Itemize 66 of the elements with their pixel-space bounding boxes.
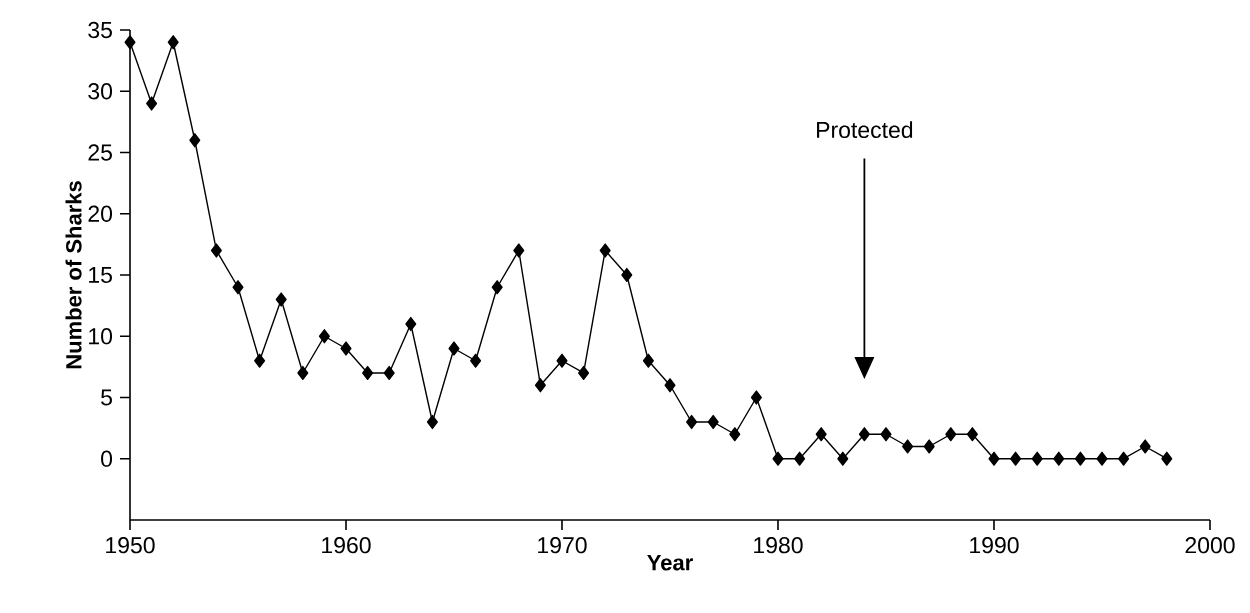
point	[362, 365, 374, 381]
y-tick-label: 20	[88, 205, 113, 222]
point	[470, 353, 482, 368]
point	[167, 35, 179, 50]
point	[513, 243, 525, 258]
point	[945, 427, 957, 442]
point	[405, 316, 417, 332]
point	[275, 292, 287, 307]
point	[578, 365, 590, 381]
x-tick-label: 1970	[538, 537, 587, 554]
x-tick-label: 2000	[1185, 537, 1235, 554]
point	[232, 280, 244, 295]
point	[858, 427, 870, 442]
point	[772, 451, 784, 466]
point	[124, 35, 136, 50]
point	[1118, 451, 1130, 466]
point	[815, 427, 827, 442]
point	[340, 341, 352, 356]
point	[1053, 451, 1065, 466]
y-axis-title: Number of Sharks	[65, 181, 82, 369]
point	[297, 365, 309, 381]
point	[1010, 451, 1022, 466]
point	[599, 243, 611, 258]
y-tick-label: 5	[101, 389, 112, 406]
point	[1031, 451, 1043, 466]
x-tick-label: 1990	[970, 537, 1019, 554]
point	[837, 451, 849, 466]
point	[491, 280, 503, 295]
point	[642, 353, 654, 368]
point	[1161, 451, 1173, 466]
y-tick-label: 25	[88, 144, 112, 161]
point	[318, 329, 330, 344]
point	[383, 365, 395, 381]
y-tick-label: 0	[101, 450, 113, 467]
point	[146, 96, 158, 111]
point	[750, 390, 762, 405]
y-tick-label: 30	[88, 83, 113, 100]
point	[448, 341, 460, 356]
point	[1139, 439, 1151, 454]
point	[729, 427, 741, 442]
point	[621, 267, 633, 283]
y-tick-label: 10	[89, 328, 113, 345]
annotation: Protected	[817, 121, 913, 139]
point	[254, 353, 266, 368]
point	[988, 451, 1000, 466]
point	[794, 451, 806, 466]
x-tick-label: 1980	[754, 537, 803, 554]
x-tick-label: 1960	[322, 537, 371, 554]
point	[707, 414, 719, 430]
point	[880, 427, 892, 442]
point	[534, 378, 546, 393]
point	[923, 439, 935, 454]
point	[1096, 451, 1108, 466]
point	[1074, 451, 1086, 466]
point	[902, 439, 914, 454]
point	[686, 414, 698, 430]
x-tick-label: 1950	[106, 537, 155, 554]
point	[189, 133, 201, 148]
point	[426, 414, 438, 430]
point	[210, 243, 222, 258]
point	[664, 378, 676, 393]
point	[966, 427, 978, 442]
y-tick-label: 35	[88, 21, 112, 39]
x-axis-title: Year	[647, 555, 693, 571]
point	[556, 353, 568, 368]
y-tick-label: 15	[89, 266, 112, 284]
